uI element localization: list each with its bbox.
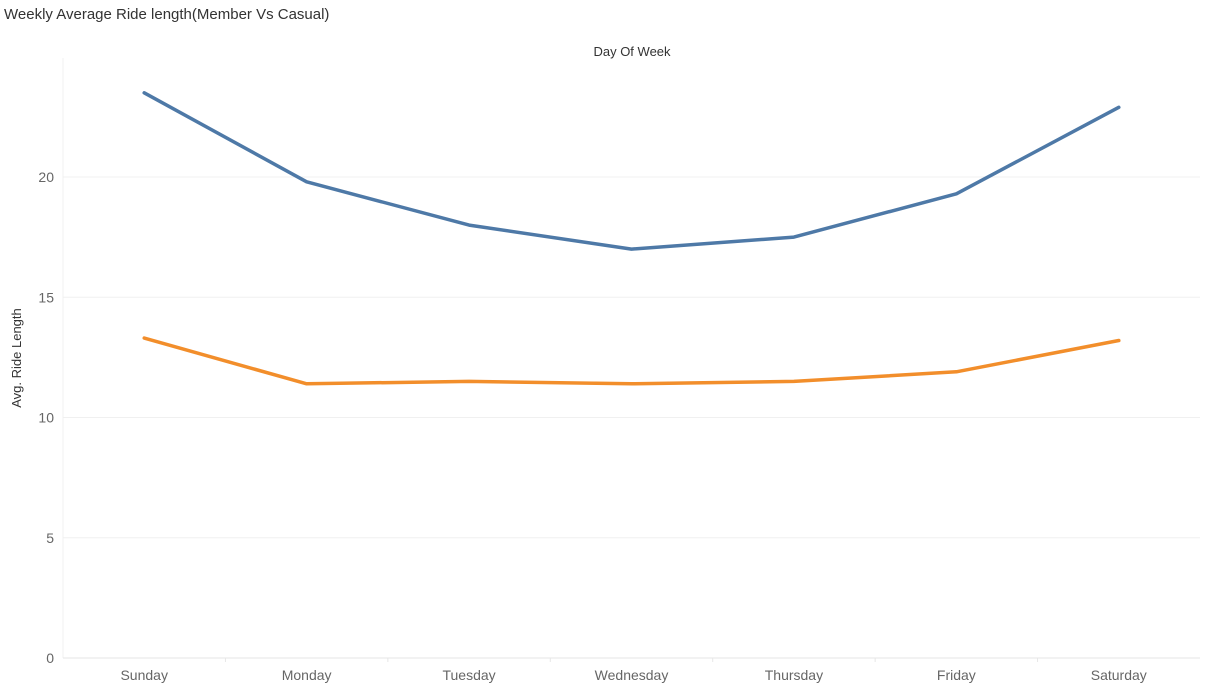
x-axis-ticks: Sunday Monday Tuesday Wednesday Thursday Frid…: [120, 658, 1147, 683]
gridlines: [63, 176, 1200, 539]
y-tick-label: 5: [46, 530, 54, 546]
y-tick-label: 15: [38, 289, 54, 305]
x-tick-label: Saturday: [1091, 667, 1147, 683]
top-axis-title: Day Of Week: [593, 44, 671, 59]
y-tick-label: 0: [46, 650, 54, 666]
series-line-1: [142, 91, 1121, 251]
x-tick-label: Wednesday: [595, 667, 669, 683]
x-tick-label: Sunday: [120, 667, 167, 683]
x-tick-label: Tuesday: [442, 667, 495, 683]
series-lines: [142, 91, 1121, 386]
y-tick-label: 20: [38, 169, 54, 185]
plot-frame: [62, 58, 1200, 659]
chart-title: Weekly Average Ride length(Member Vs Cas…: [4, 6, 330, 23]
y-axis-title: Avg. Ride Length: [9, 308, 24, 408]
series-line-2: [142, 336, 1121, 386]
x-tick-label: Thursday: [765, 667, 823, 683]
y-axis-ticks: 0 5 10 15 20: [38, 169, 54, 666]
x-tick-label: Monday: [282, 667, 332, 683]
y-tick-label: 10: [38, 410, 54, 426]
x-tick-label: Friday: [937, 667, 976, 683]
